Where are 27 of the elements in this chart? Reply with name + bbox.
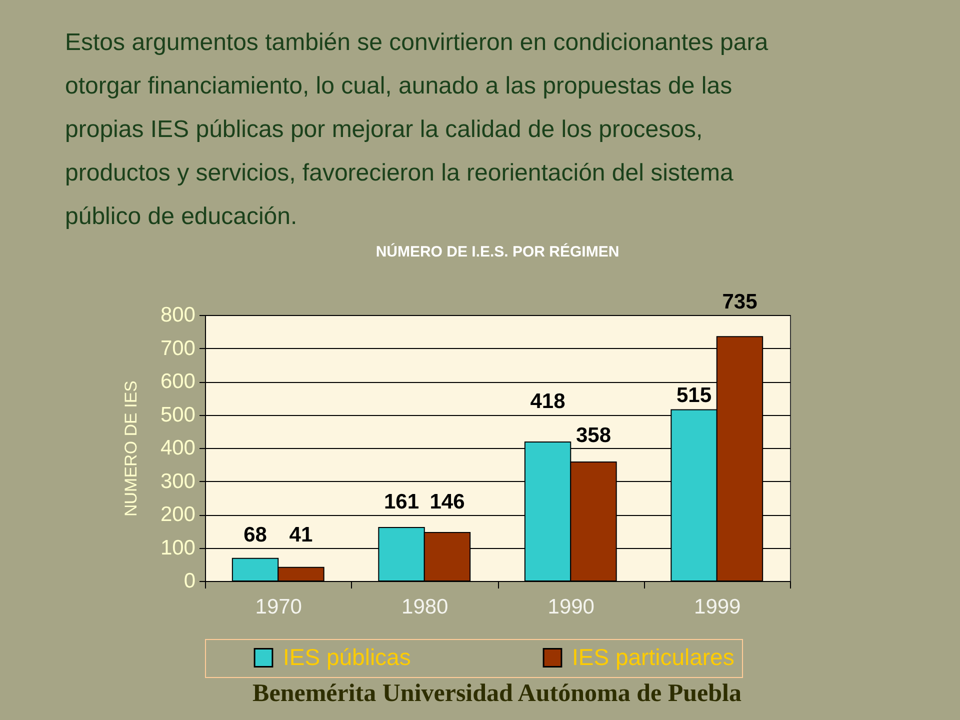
y-tick-label: 300 (160, 470, 196, 493)
data-label: 515 (676, 384, 712, 407)
y-axis-title: NUMERO DE IES (121, 380, 140, 517)
legend-label: IES públicas (283, 644, 411, 670)
y-tick-label: 0 (184, 570, 196, 592)
y-tick-label: 100 (160, 536, 196, 560)
data-label: 161 (384, 490, 420, 514)
y-tick-label: 800 (160, 304, 196, 326)
text: Benemérita Universidad Autónoma de Puebla (252, 680, 742, 707)
x-tick-label: 1999 (694, 596, 741, 618)
x-tick-label: 1980 (402, 596, 448, 618)
y-tick-label: 700 (160, 336, 196, 360)
data-label: 418 (530, 390, 566, 414)
data-label: 358 (576, 424, 612, 447)
data-label: 41 (289, 523, 313, 546)
x-tick-label: 1970 (255, 596, 302, 618)
x-tick-label: 1990 (548, 596, 594, 618)
text: Estos argumentos también se convirtieron en condicionantes para otorgar financiamiento, lo cual, aunado a las propuestas de las propias IES públicas por mejorar la calidad de los procesos, productos y servicios, favorecieron la reorientación del sistema público de educación. (65, 29, 769, 230)
data-label: 735 (722, 290, 758, 314)
y-tick-label: 200 (160, 503, 196, 526)
y-tick-label: 600 (160, 370, 196, 393)
y-tick-label: 500 (160, 403, 196, 426)
data-label: 146 (430, 490, 465, 514)
legend-label: IES particulares (572, 644, 734, 670)
data-label: 68 (244, 523, 268, 546)
chart-title: NÚMERO DE I.E.S. POR RÉGIMEN (376, 242, 620, 261)
y-tick-label: 400 (160, 436, 196, 460)
